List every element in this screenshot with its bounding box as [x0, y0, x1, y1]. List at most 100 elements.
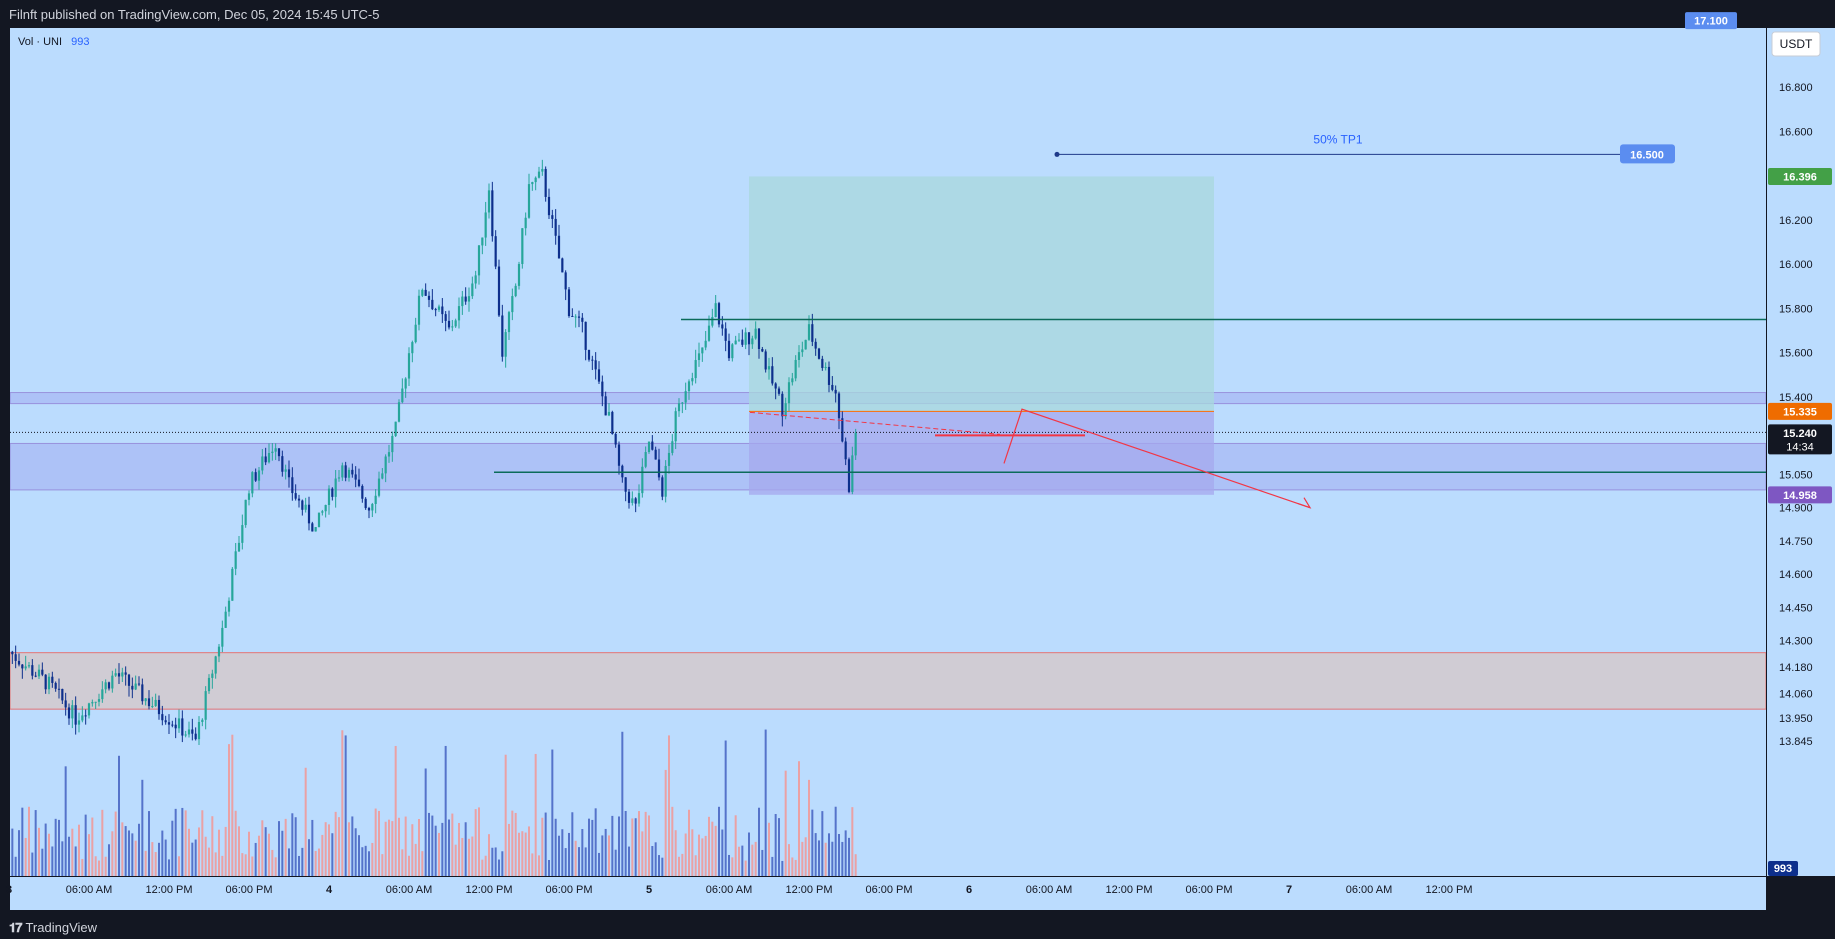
candle-body[interactable]: [341, 465, 344, 478]
candle-body[interactable]: [287, 469, 291, 478]
candle-body[interactable]: [314, 527, 317, 532]
candle-body[interactable]: [834, 389, 837, 394]
candle-body[interactable]: [444, 314, 447, 321]
candle-body[interactable]: [264, 456, 267, 463]
candle-body[interactable]: [217, 646, 221, 657]
candle-body[interactable]: [824, 366, 827, 368]
candle-body[interactable]: [214, 656, 217, 674]
candle-body[interactable]: [571, 315, 574, 317]
candle-body[interactable]: [181, 718, 184, 736]
candle-body[interactable]: [557, 235, 561, 259]
candle-body[interactable]: [821, 358, 824, 368]
candle-body[interactable]: [194, 733, 197, 740]
candle-body[interactable]: [674, 411, 677, 442]
price-label-target[interactable]: 16.396: [1768, 167, 1832, 185]
candle-body[interactable]: [601, 381, 604, 397]
candle-body[interactable]: [654, 449, 657, 460]
candle-body[interactable]: [211, 673, 214, 678]
candle-body[interactable]: [127, 674, 131, 686]
candle-body[interactable]: [224, 611, 227, 628]
candle-body[interactable]: [804, 339, 807, 350]
candle-body[interactable]: [251, 472, 254, 494]
candle-body[interactable]: [847, 459, 851, 492]
projection-arrow[interactable]: [1003, 408, 1311, 509]
candle-body[interactable]: [164, 720, 167, 723]
candle-body[interactable]: [324, 504, 327, 512]
candle-body[interactable]: [91, 702, 94, 704]
candle-body[interactable]: [504, 332, 507, 357]
candle-body[interactable]: [477, 245, 481, 276]
candle-body[interactable]: [854, 432, 857, 456]
candle-body[interactable]: [497, 266, 501, 316]
candle-body[interactable]: [711, 317, 714, 326]
candle-body[interactable]: [657, 459, 661, 478]
candle-body[interactable]: [501, 315, 504, 357]
candle-body[interactable]: [177, 718, 181, 729]
candle-body[interactable]: [544, 168, 547, 197]
candle-body[interactable]: [627, 491, 631, 503]
candle-body[interactable]: [517, 264, 521, 286]
candle-body[interactable]: [354, 474, 357, 480]
candle-body[interactable]: [584, 321, 587, 350]
candle-body[interactable]: [704, 340, 707, 348]
candle-body[interactable]: [774, 383, 777, 389]
candle-body[interactable]: [811, 324, 814, 342]
candle-body[interactable]: [74, 705, 77, 725]
candle-body[interactable]: [137, 683, 141, 685]
candle-body[interactable]: [837, 393, 841, 419]
candle-body[interactable]: [311, 523, 314, 532]
candle-body[interactable]: [84, 715, 87, 717]
candle-body[interactable]: [157, 699, 161, 715]
candle-body[interactable]: [511, 296, 514, 313]
candle-body[interactable]: [131, 685, 134, 690]
candle-body[interactable]: [297, 498, 301, 501]
candle-body[interactable]: [234, 551, 237, 569]
candle-body[interactable]: [274, 448, 277, 452]
price-label-stop[interactable]: 14.958: [1768, 486, 1832, 504]
candle-body[interactable]: [374, 495, 377, 504]
tp1-anchor-dot[interactable]: [1054, 151, 1060, 157]
candle-body[interactable]: [467, 296, 471, 302]
candle-body[interactable]: [851, 455, 854, 492]
candle-body[interactable]: [427, 295, 431, 300]
candle-body[interactable]: [777, 388, 781, 394]
candle-body[interactable]: [174, 724, 177, 729]
candle-body[interactable]: [687, 381, 691, 392]
candle-body[interactable]: [454, 320, 457, 327]
candle-body[interactable]: [457, 306, 461, 321]
candle-body[interactable]: [54, 682, 57, 689]
candle-body[interactable]: [41, 669, 44, 675]
candle-body[interactable]: [17, 660, 21, 665]
candle-body[interactable]: [784, 403, 787, 417]
candle-body[interactable]: [537, 171, 541, 178]
candle-body[interactable]: [101, 689, 104, 700]
candle-body[interactable]: [404, 378, 407, 389]
candle-body[interactable]: [394, 421, 397, 436]
candle-body[interactable]: [81, 715, 84, 721]
candle-body[interactable]: [87, 703, 91, 716]
candle-body[interactable]: [647, 441, 651, 453]
candle-body[interactable]: [391, 435, 394, 453]
candle-body[interactable]: [31, 665, 34, 676]
candle-body[interactable]: [291, 477, 294, 494]
candle-body[interactable]: [637, 493, 641, 504]
tp1-price-tag[interactable]: 16.500: [1620, 144, 1675, 164]
candle-body[interactable]: [767, 366, 771, 370]
candle-body[interactable]: [184, 734, 187, 736]
candle-body[interactable]: [531, 182, 534, 185]
candle-body[interactable]: [604, 396, 607, 416]
candle-body[interactable]: [237, 542, 241, 552]
red-dashed-line[interactable]: [749, 411, 1001, 435]
candle-body[interactable]: [757, 328, 761, 349]
candle-body[interactable]: [607, 411, 611, 416]
currency-button[interactable]: USDT: [1771, 31, 1821, 57]
candle-body[interactable]: [317, 512, 321, 528]
candle-body[interactable]: [741, 339, 744, 345]
candle-body[interactable]: [71, 705, 74, 719]
position-target-box[interactable]: [749, 176, 1214, 412]
candle-body[interactable]: [331, 488, 334, 497]
candle-body[interactable]: [11, 651, 14, 655]
candle-body[interactable]: [791, 378, 794, 383]
